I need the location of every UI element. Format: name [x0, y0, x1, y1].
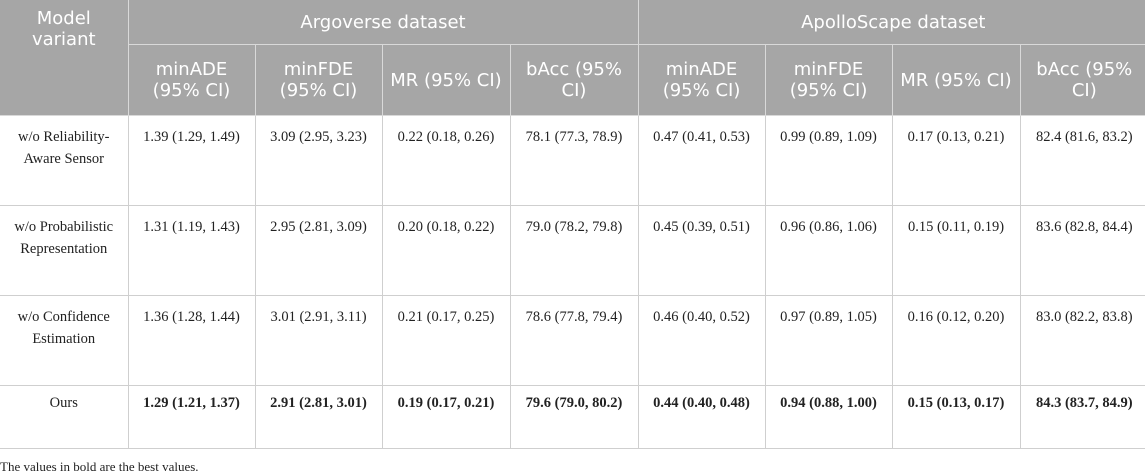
table-cell-best: 1.29 (1.21, 1.37) — [128, 385, 256, 449]
table-cell: 0.16 (0.12, 0.20) — [892, 295, 1021, 386]
table-cell-best: 0.44 (0.40, 0.48) — [638, 385, 766, 449]
table-row: w/o Probabilistic Representation 1.31 (1… — [0, 205, 1145, 296]
table-cell: 78.1 (77.3, 78.9) — [510, 115, 639, 206]
table-cell: 83.0 (82.2, 83.8) — [1020, 295, 1145, 386]
table-cell: 2.95 (2.81, 3.09) — [255, 205, 383, 296]
header-row-groups: Model variant Argoverse dataset ApolloSc… — [0, 0, 1145, 116]
row-model-name: w/o Probabilistic Representation — [0, 205, 129, 296]
table-footnote: The values in bold are the best values. — [0, 459, 199, 474]
table-cell: 0.15 (0.11, 0.19) — [892, 205, 1021, 296]
table-body: w/o Reliability-Aware Sensor 1.39 (1.29,… — [0, 115, 1145, 449]
table-cell: 0.97 (0.89, 1.05) — [765, 295, 893, 386]
header-apolloscape-mr: MR (95% CI) — [892, 44, 1021, 116]
table-cell: 3.01 (2.91, 3.11) — [255, 295, 383, 386]
table-cell: 0.96 (0.86, 1.06) — [765, 205, 893, 296]
results-table: Model variant Argoverse dataset ApolloSc… — [0, 0, 1145, 449]
header-apolloscape-bacc: bAcc (95% CI) — [1020, 44, 1145, 116]
table-row-best: Ours 1.29 (1.21, 1.37) 2.91 (2.81, 3.01)… — [0, 385, 1145, 449]
row-model-name: w/o Reliability-Aware Sensor — [0, 115, 129, 206]
table-cell: 3.09 (2.95, 3.23) — [255, 115, 383, 206]
table-cell-best: 0.94 (0.88, 1.00) — [765, 385, 893, 449]
table-cell: 0.47 (0.41, 0.53) — [638, 115, 766, 206]
header-argoverse: Argoverse dataset — [128, 0, 639, 45]
table-cell: 0.22 (0.18, 0.26) — [382, 115, 511, 206]
header-apolloscape: ApolloScape dataset — [638, 0, 1145, 45]
table-cell: 1.36 (1.28, 1.44) — [128, 295, 256, 386]
table-cell: 78.6 (77.8, 79.4) — [510, 295, 639, 386]
table-cell-best: 0.19 (0.17, 0.21) — [382, 385, 511, 449]
header-argoverse-minfde: minFDE (95% CI) — [255, 44, 383, 116]
header-row-metrics: minADE (95% CI) minFDE (95% CI) MR (95% … — [0, 44, 1145, 116]
table-cell: 0.21 (0.17, 0.25) — [382, 295, 511, 386]
header-apolloscape-minfde: minFDE (95% CI) — [765, 44, 893, 116]
table-cell-best: 79.6 (79.0, 80.2) — [510, 385, 639, 449]
header-model-variant: Model variant — [0, 0, 129, 116]
table-cell: 0.46 (0.40, 0.52) — [638, 295, 766, 386]
header-apolloscape-minade: minADE (95% CI) — [638, 44, 766, 116]
table-cell: 0.17 (0.13, 0.21) — [892, 115, 1021, 206]
table-cell: 1.39 (1.29, 1.49) — [128, 115, 256, 206]
table-cell: 0.20 (0.18, 0.22) — [382, 205, 511, 296]
table-cell: 83.6 (82.8, 84.4) — [1020, 205, 1145, 296]
table-row: w/o Reliability-Aware Sensor 1.39 (1.29,… — [0, 115, 1145, 206]
table-cell: 79.0 (78.2, 79.8) — [510, 205, 639, 296]
table-cell-best: 0.15 (0.13, 0.17) — [892, 385, 1021, 449]
table-row: w/o Confidence Estimation 1.36 (1.28, 1.… — [0, 295, 1145, 386]
header-argoverse-minade: minADE (95% CI) — [128, 44, 256, 116]
table-header: Model variant Argoverse dataset ApolloSc… — [0, 0, 1145, 116]
header-argoverse-bacc: bAcc (95% CI) — [510, 44, 639, 116]
header-argoverse-mr: MR (95% CI) — [382, 44, 511, 116]
table-cell: 0.45 (0.39, 0.51) — [638, 205, 766, 296]
table-cell-best: 84.3 (83.7, 84.9) — [1020, 385, 1145, 449]
table-cell: 1.31 (1.19, 1.43) — [128, 205, 256, 296]
table-cell-best: 2.91 (2.81, 3.01) — [255, 385, 383, 449]
table-cell: 82.4 (81.6, 83.2) — [1020, 115, 1145, 206]
row-model-name: Ours — [0, 385, 129, 449]
row-model-name: w/o Confidence Estimation — [0, 295, 129, 386]
table-cell: 0.99 (0.89, 1.09) — [765, 115, 893, 206]
